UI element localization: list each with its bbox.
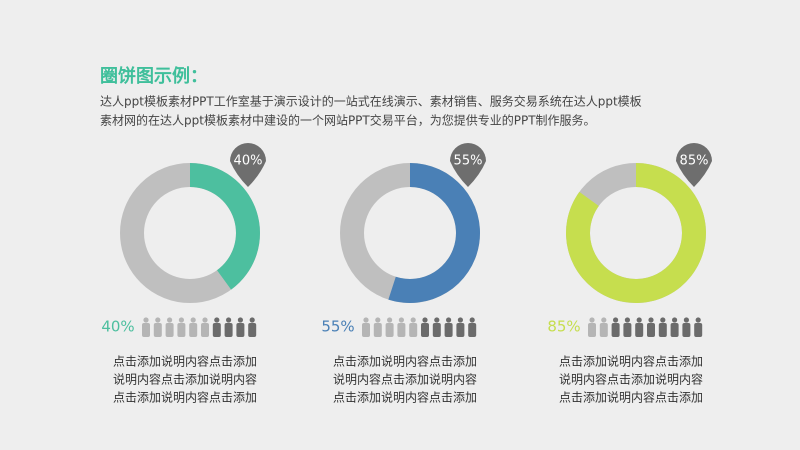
person-icon-head bbox=[387, 317, 393, 323]
person-icon-body bbox=[397, 323, 406, 337]
person-icon-body bbox=[682, 323, 691, 337]
person-icon-head bbox=[178, 317, 184, 323]
person-icon-head bbox=[422, 317, 428, 323]
note-line: 点击添加说明内容点击添加 bbox=[113, 354, 257, 369]
person-icon-head bbox=[624, 317, 631, 323]
note-line: 说明内容点击添加说明内容 bbox=[113, 372, 257, 387]
note-line: 说明内容点击添加说明内容 bbox=[559, 372, 703, 387]
person-icon-body bbox=[362, 323, 370, 337]
person-icon-body bbox=[201, 323, 209, 337]
person-icon-head bbox=[648, 317, 654, 323]
person-icon-body bbox=[212, 323, 221, 337]
person-icon-head bbox=[143, 317, 149, 323]
person-icon-body bbox=[142, 323, 150, 337]
callout-label: 55% bbox=[454, 154, 483, 169]
person-icon-head bbox=[155, 317, 161, 323]
person-icon-body bbox=[153, 323, 162, 337]
person-icon-head bbox=[375, 317, 381, 323]
callout-label: 85% bbox=[680, 154, 709, 169]
percent-label: 55% bbox=[321, 318, 354, 336]
person-icon-head bbox=[363, 317, 369, 323]
person-icon-body bbox=[694, 323, 703, 337]
person-icon-body bbox=[456, 323, 465, 337]
person-icon-head bbox=[683, 317, 690, 323]
person-icon-head bbox=[695, 317, 701, 323]
person-icon-head bbox=[457, 317, 463, 323]
person-icon-head bbox=[469, 317, 475, 323]
person-icon-head bbox=[589, 317, 595, 323]
person-icon-body bbox=[385, 323, 394, 337]
person-icon-body bbox=[248, 323, 257, 337]
person-icon-head bbox=[410, 317, 416, 323]
note-line: 说明内容点击添加说明内容 bbox=[333, 372, 477, 387]
person-icon-body bbox=[658, 323, 667, 337]
person-icon-head bbox=[398, 317, 404, 323]
person-icon-head bbox=[226, 317, 232, 323]
person-icon-body bbox=[647, 323, 655, 337]
person-icon-body bbox=[444, 323, 453, 337]
person-icon-head bbox=[237, 317, 243, 323]
percent-label: 40% bbox=[101, 318, 134, 336]
person-icon-head bbox=[446, 317, 452, 323]
person-icon-head bbox=[636, 317, 642, 323]
person-icon-head bbox=[202, 317, 208, 323]
person-icon-head bbox=[660, 317, 666, 323]
donut-segment bbox=[566, 163, 706, 303]
note-line: 点击添加说明内容点击添加 bbox=[113, 390, 257, 405]
person-icon-head bbox=[613, 317, 619, 323]
description-line: 素材网的在达人ppt模板素材中建设的一个网站PPT交易平台，为您提供专业的PPT… bbox=[100, 113, 596, 128]
person-icon-body bbox=[623, 323, 632, 337]
person-icon-head bbox=[601, 317, 607, 323]
callout-bubble bbox=[230, 143, 266, 187]
person-icon-body bbox=[236, 323, 245, 337]
note-line: 点击添加说明内容点击添加 bbox=[333, 354, 477, 369]
person-icon-head bbox=[434, 317, 440, 323]
note-line: 点击添加说明内容点击添加 bbox=[333, 390, 477, 405]
note-line: 点击添加说明内容点击添加 bbox=[559, 354, 703, 369]
person-icon-head bbox=[672, 317, 678, 323]
callout-label: 40% bbox=[234, 154, 263, 169]
person-icon-body bbox=[432, 323, 441, 337]
callout-bubble bbox=[450, 143, 486, 187]
person-icon-body bbox=[373, 323, 382, 337]
callout-bubble bbox=[676, 143, 712, 187]
person-icon-body bbox=[599, 323, 608, 337]
note-line: 点击添加说明内容点击添加 bbox=[559, 390, 703, 405]
person-icon-body bbox=[177, 323, 186, 337]
person-icon-head bbox=[190, 317, 196, 323]
person-icon-body bbox=[670, 323, 679, 337]
person-icon-body bbox=[588, 323, 596, 337]
person-icon-body bbox=[224, 323, 233, 337]
person-icon-head bbox=[214, 317, 220, 323]
person-icon-body bbox=[421, 323, 429, 337]
percent-label: 85% bbox=[547, 318, 580, 336]
donut-segment bbox=[388, 163, 481, 304]
person-icon-head bbox=[249, 317, 255, 323]
person-icon-body bbox=[165, 323, 174, 337]
person-icon-body bbox=[189, 323, 198, 337]
description-line: 达人ppt模板素材PPT工作室基于演示设计的一站式在线演示、素材销售、服务交易系… bbox=[100, 94, 642, 109]
slide-title: 圈饼图示例： bbox=[100, 65, 208, 87]
donut-segment bbox=[190, 163, 260, 290]
person-icon-head bbox=[167, 317, 173, 323]
person-icon-body bbox=[409, 323, 418, 337]
person-icon-body bbox=[468, 323, 477, 337]
person-icon-body bbox=[611, 323, 620, 337]
person-icon-body bbox=[635, 323, 644, 337]
